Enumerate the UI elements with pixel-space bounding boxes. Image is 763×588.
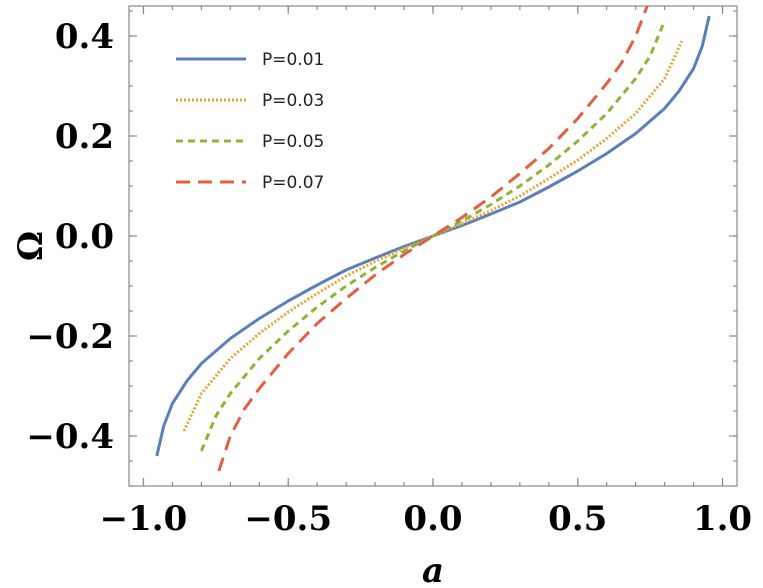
y-tick-label: 0.2: [55, 117, 114, 157]
y-axis-label: Ω: [11, 231, 51, 261]
y-tick-label: 0.4: [55, 17, 114, 57]
legend-label: P=0.03: [262, 91, 324, 111]
legend-label: P=0.01: [262, 50, 324, 70]
series-line-p-0-03: [182, 40, 684, 432]
y-axis: −0.4 −0.2 0.0 0.2 0.4: [26, 10, 737, 487]
y-tick-label: 0.0: [55, 217, 114, 257]
x-tick-label: 1.0: [693, 499, 752, 539]
series-line-p-0-05: [200, 20, 666, 452]
series-line-p-0-07: [217, 5, 649, 472]
legend: P=0.01 P=0.03 P=0.05 P=0.07: [176, 50, 324, 193]
x-tick-label: 0.0: [403, 499, 462, 539]
legend-label: P=0.07: [262, 173, 324, 193]
legend-label: P=0.05: [262, 132, 324, 152]
x-tick-label: −1.0: [100, 499, 188, 539]
x-axis-label: a: [422, 551, 444, 588]
x-axis: −1.0 −0.5 0.0 0.5 1.0: [100, 6, 752, 539]
plot-frame: [128, 5, 738, 487]
x-tick-label: 0.5: [548, 499, 607, 539]
y-tick-label: −0.2: [26, 317, 114, 357]
series-layer: [155, 5, 711, 472]
x-tick-label: −0.5: [244, 499, 332, 539]
y-tick-label: −0.4: [26, 417, 114, 457]
